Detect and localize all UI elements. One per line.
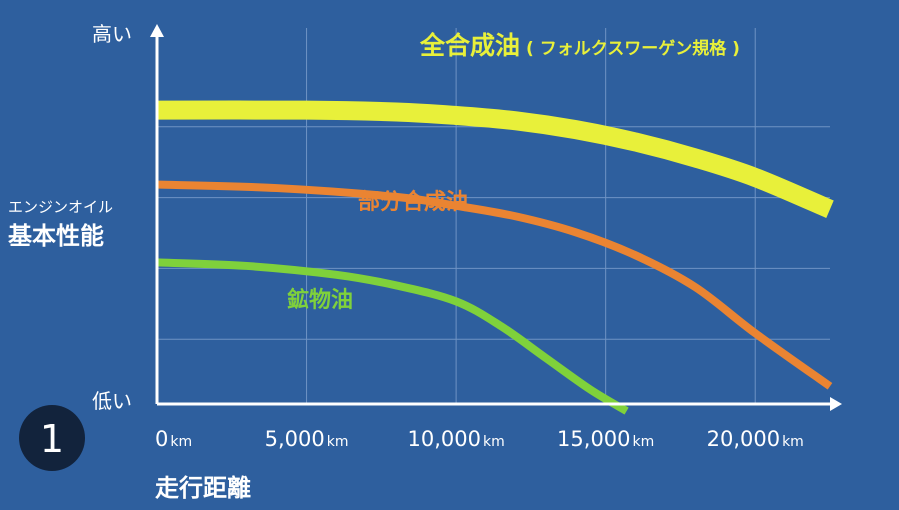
y-low-label: 低い [92,389,132,413]
y-axis-arrow [150,24,164,37]
x-tick-label: 5,000 km [265,427,349,451]
axes [150,24,842,411]
series-label-full-synthetic: 全合成油 [419,31,520,60]
y-axis-label-small: エンジンオイル [8,198,113,216]
x-tick-label: 10,000 km [407,427,504,451]
x-axis-label: 走行距離 [155,474,251,502]
series-lines [156,100,834,415]
step-badge: 1 [19,405,85,471]
y-axis-label: 基本性能 [8,222,104,250]
step-badge-number: 1 [40,417,64,461]
series-label-full-synthetic-suffix: ( フォルクスワーゲン規格 ) [526,38,740,59]
series-line-mineral [156,258,629,415]
x-tick-label: 15,000 km [557,427,654,451]
series-label-mineral: 鉱物油 [287,287,353,313]
series-label-semi-synthetic: 部分合成油 [358,189,468,215]
series-line-semi-synthetic [156,180,833,390]
x-axis-arrow [830,397,842,411]
series-line-full-synthetic [156,100,834,219]
x-tick-labels: 0 km 5,000 km 10,000 km 15,000 km 20,000 km [155,427,804,451]
x-tick-label: 0 km [155,427,192,451]
svg-text:全合成油( フォルクスワーゲン規格 ): 全合成油 ( フォルクスワーゲン規格 ) [419,31,740,60]
x-tick-label: 20,000 km [707,427,804,451]
y-high-label: 高い [92,22,132,46]
